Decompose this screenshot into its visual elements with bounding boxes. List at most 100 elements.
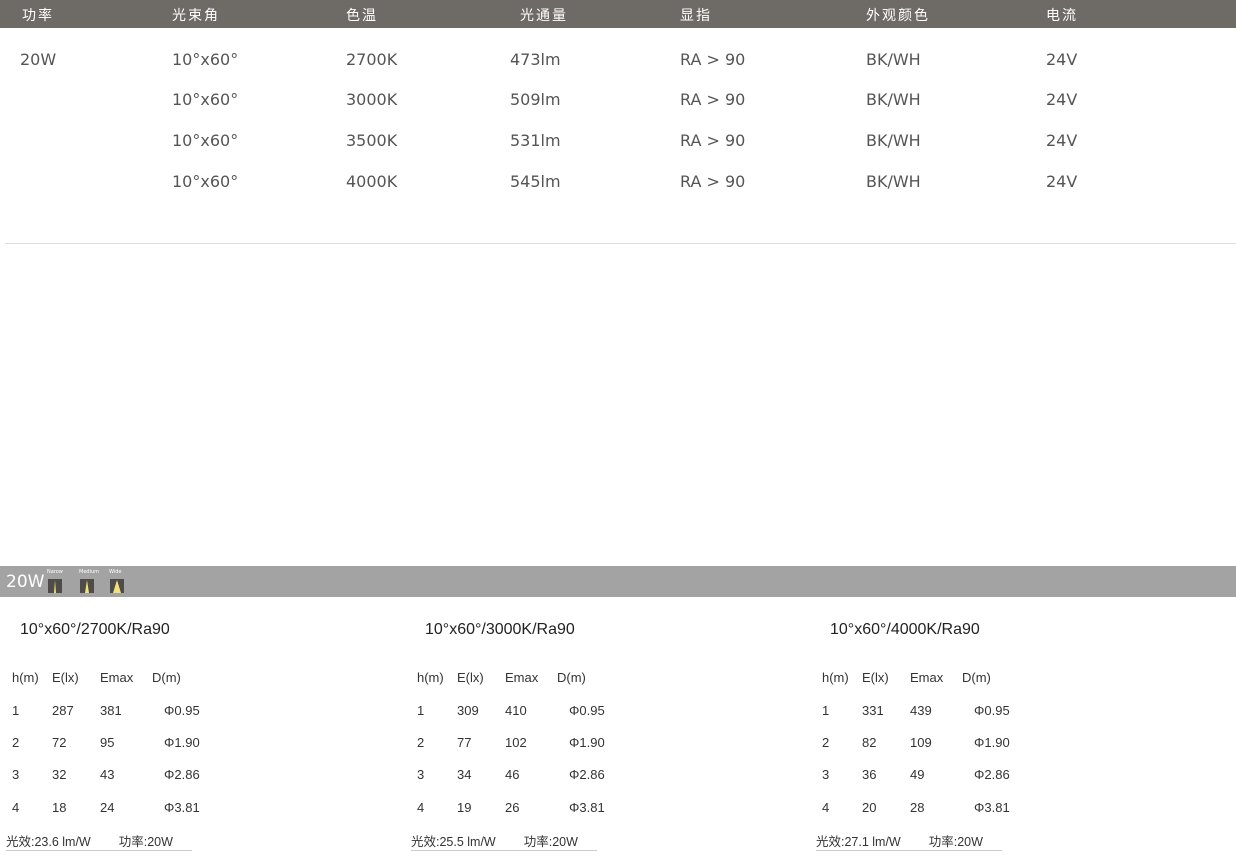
table-cell: 24V <box>1046 90 1078 109</box>
table-cell: 24V <box>1046 172 1078 191</box>
table-cell: 18 <box>52 800 67 815</box>
beam-label: Wide <box>109 569 122 575</box>
table-cell: 10°x60° <box>172 50 239 69</box>
column-header: E(lx) <box>457 670 484 685</box>
table-cell: Φ0.95 <box>164 703 200 718</box>
column-header: 电流 <box>1046 8 1078 24</box>
power: 功率:20W <box>523 835 578 849</box>
table-cell: 10°x60° <box>172 131 239 150</box>
table-cell: BK/WH <box>866 90 921 109</box>
table-cell: 43 <box>100 767 115 782</box>
table-cell: 4 <box>417 800 425 815</box>
power-label: 20W <box>6 572 45 592</box>
table-cell: 531lm <box>510 131 561 150</box>
table-cell: 473lm <box>510 50 561 69</box>
panel-title: 10°x60°/3000K/Ra90 <box>425 621 575 638</box>
table-cell: 287 <box>52 703 74 718</box>
table-cell: 4000K <box>346 172 398 191</box>
table-cell: BK/WH <box>866 172 921 191</box>
column-header: 光束角 <box>172 8 220 24</box>
table-cell: 24V <box>1046 131 1078 150</box>
power: 功率:20W <box>118 835 173 849</box>
table-cell: Φ3.81 <box>974 800 1010 815</box>
column-header: 光通量 <box>520 8 568 24</box>
table-cell: 3 <box>12 767 20 782</box>
medium-beam-icon <box>80 579 94 593</box>
table-cell: 3000K <box>346 90 398 109</box>
table-cell: Φ1.90 <box>569 735 605 750</box>
table-cell: 20 <box>862 800 877 815</box>
table-cell: 24V <box>1046 50 1078 69</box>
table-cell: 28 <box>910 800 925 815</box>
table-cell: RA > 90 <box>680 172 746 191</box>
table-cell: RA > 90 <box>680 50 746 69</box>
table-cell: 77 <box>457 735 472 750</box>
table-cell: Φ3.81 <box>569 800 605 815</box>
table-cell: 10°x60° <box>172 90 239 109</box>
column-header: 功率 <box>22 8 54 24</box>
table-cell: 2 <box>12 735 20 750</box>
table-cell: 3500K <box>346 131 398 150</box>
beam-label: Medium <box>79 569 99 575</box>
table-cell: 545lm <box>510 172 561 191</box>
table-cell: 509lm <box>510 90 561 109</box>
power: 功率:20W <box>928 835 983 849</box>
column-header: D(m) <box>962 670 991 685</box>
footer-underline <box>816 850 1002 851</box>
table-cell: 109 <box>910 735 932 750</box>
column-header: h(m) <box>822 670 849 685</box>
column-header: h(m) <box>12 670 39 685</box>
column-header: E(lx) <box>52 670 79 685</box>
wide-beam-icon <box>110 579 124 593</box>
efficacy: 光效:27.1 lm/W <box>816 835 901 849</box>
table-cell: Φ0.95 <box>569 703 605 718</box>
table-cell: 1 <box>12 703 20 718</box>
spec-table-header: 功率 光束角 色温 光通量 显指 外观颜色 电流 <box>0 0 1236 28</box>
footer-underline <box>6 850 192 851</box>
table-cell: RA > 90 <box>680 90 746 109</box>
table-cell: 102 <box>505 735 527 750</box>
table-cell: 24 <box>100 800 115 815</box>
narrow-beam-icon <box>48 579 62 593</box>
table-cell: 19 <box>457 800 472 815</box>
table-cell: 34 <box>457 767 472 782</box>
table-cell: 20W <box>20 50 57 69</box>
table-cell: 32 <box>52 767 67 782</box>
table-cell: 439 <box>910 703 932 718</box>
table-cell: Φ2.86 <box>974 767 1010 782</box>
table-cell: 410 <box>505 703 527 718</box>
table-cell: Φ1.90 <box>974 735 1010 750</box>
table-cell: BK/WH <box>866 50 921 69</box>
table-cell: 10°x60° <box>172 172 239 191</box>
column-header: Emax <box>910 670 944 685</box>
table-cell: 72 <box>52 735 67 750</box>
column-header: h(m) <box>417 670 444 685</box>
column-header: D(m) <box>557 670 586 685</box>
column-header: D(m) <box>152 670 181 685</box>
table-cell: 2700K <box>346 50 398 69</box>
panel-title: 10°x60°/2700K/Ra90 <box>20 621 170 638</box>
photometric-panel: 10°x60°/3000K/Ra90 h(m) E(lx) Emax D(m) 1 309 4… <box>405 600 805 856</box>
efficacy: 光效:23.6 lm/W <box>6 835 91 849</box>
table-cell: Φ2.86 <box>164 767 200 782</box>
table-cell: 309 <box>457 703 479 718</box>
table-cell: 3 <box>417 767 425 782</box>
table-cell: BK/WH <box>866 131 921 150</box>
table-cell: Φ3.81 <box>164 800 200 815</box>
column-header: 外观颜色 <box>866 8 930 24</box>
table-cell: Φ2.86 <box>569 767 605 782</box>
column-header: E(lx) <box>862 670 889 685</box>
panel-footer: 光效:27.1 lm/W 功率:20W <box>816 831 1011 850</box>
divider <box>5 243 1236 244</box>
column-header: 显指 <box>680 8 712 24</box>
photometric-panel: 10°x60°/2700K/Ra90 h(m) E(lx) Emax D(m) 1 287 3… <box>0 600 400 856</box>
panel-title: 10°x60°/4000K/Ra90 <box>830 621 980 638</box>
column-header: 色温 <box>346 8 378 24</box>
table-cell: 3 <box>822 767 830 782</box>
panel-footer: 光效:23.6 lm/W 功率:20W <box>6 831 201 850</box>
table-cell: 2 <box>822 735 830 750</box>
table-cell: Φ0.95 <box>974 703 1010 718</box>
column-header: Emax <box>505 670 539 685</box>
table-cell: 36 <box>862 767 877 782</box>
beam-label: Narow <box>47 569 63 575</box>
